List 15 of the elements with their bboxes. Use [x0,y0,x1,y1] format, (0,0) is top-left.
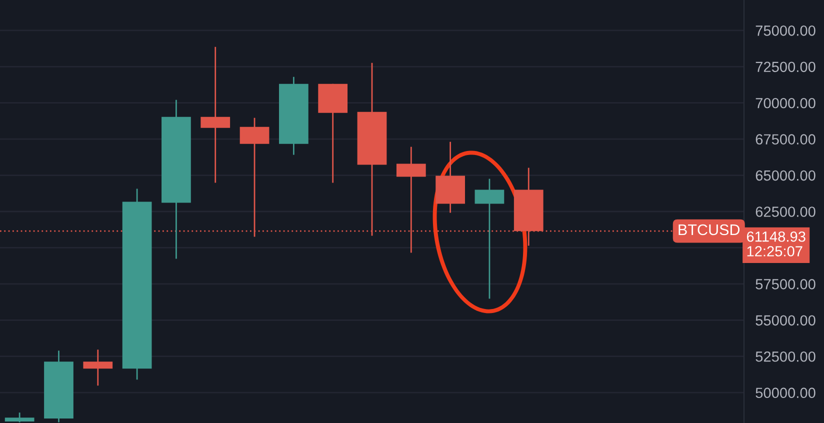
y-tick-label: 50000.00 [756,388,816,398]
y-tick-label: 62500.00 [756,206,816,217]
y-tick-label: 57500.00 [756,279,816,290]
ref-line-label: BTCUSD [678,224,740,236]
y-tick-label: 72500.00 [756,62,816,72]
y-tick-label: 70000.00 [756,98,816,108]
y-tick-label: 75000.00 [756,26,816,36]
y-tick-label: 52500.00 [756,351,816,362]
text: 61148.93 [746,231,806,242]
y-tick-label: 65000.00 [756,170,816,181]
candlestick [474,178,504,300]
y-tick-label: 55000.00 [756,315,816,326]
candlestick [200,46,230,184]
y-tick-label: 67500.00 [756,134,816,144]
text: 12:25:07 [747,246,802,256]
